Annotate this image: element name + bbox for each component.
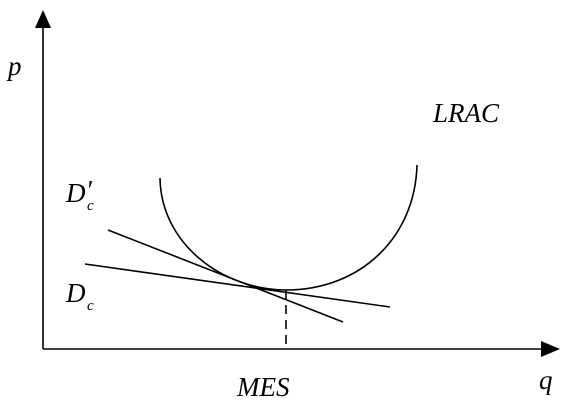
- demand-label: D c: [65, 278, 94, 314]
- lrac-curve-label: LRAC: [432, 98, 500, 128]
- demand-label-prime: D ′ c: [65, 175, 94, 214]
- y-axis-label: p: [6, 51, 22, 81]
- demand-label-prime-subscript: c: [87, 198, 94, 214]
- demand-label-prime-main: D: [65, 178, 86, 208]
- x-axis-arrowhead: [541, 341, 560, 357]
- demand-line-steep: [107, 229, 344, 323]
- mes-label: MES: [236, 372, 290, 402]
- y-axis-arrowhead: [35, 10, 51, 28]
- demand-line-flat: [84, 263, 391, 308]
- demand-label-main: D: [65, 278, 86, 308]
- demand-label-prime-mark: ′: [86, 175, 93, 205]
- x-axis-label: q: [539, 365, 553, 395]
- demand-label-subscript: c: [87, 298, 94, 314]
- lrac-curve: [159, 164, 418, 291]
